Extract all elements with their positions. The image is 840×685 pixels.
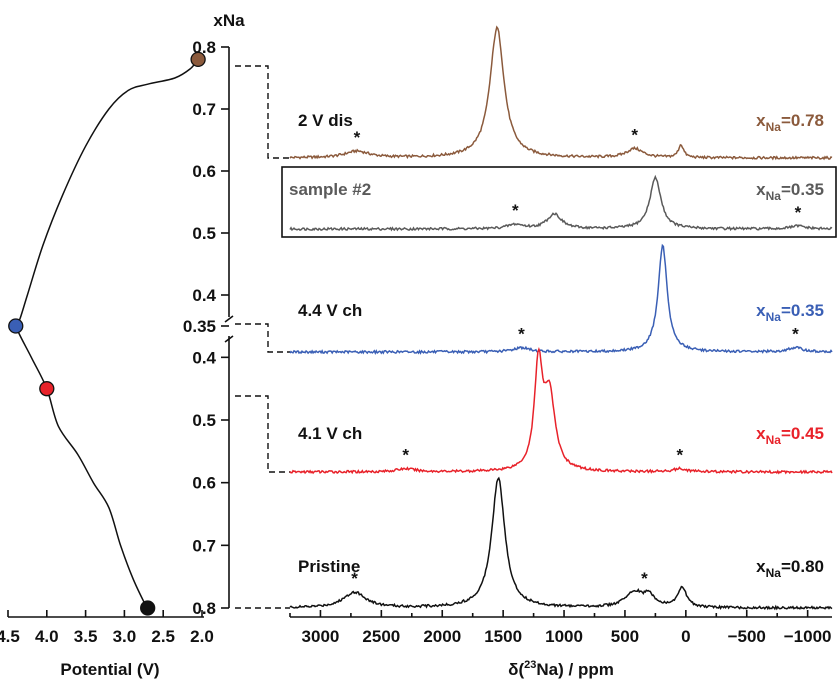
connector-44v <box>235 323 290 353</box>
y-tick-label: 0.8 <box>192 38 216 57</box>
x-tick-label: 3000 <box>302 627 340 646</box>
spinning-sideband-asterisk: * <box>792 325 799 344</box>
x-axis-title-post: Na) / ppm <box>536 660 613 679</box>
spectrum-label: Pristine <box>298 557 360 576</box>
xna-label: xNa=0.35 <box>756 180 824 203</box>
spectrum-label: 2 V dis <box>298 111 353 130</box>
axis-break-mark <box>224 315 234 323</box>
connector-2v <box>235 65 290 159</box>
x-tick-label: 4.5 <box>0 627 20 646</box>
spinning-sideband-asterisk: * <box>402 446 409 465</box>
spectrum-trace <box>289 174 833 232</box>
voltage-curve <box>14 58 199 609</box>
connector-41v <box>235 395 290 473</box>
potential-panel: xNa 0.4 0.5 0.6 0.7 0.8 0.35 0.8 0.7 0.6 0.5 0.4 4.5… <box>0 11 290 679</box>
xna-value: =0.78 <box>781 111 824 130</box>
spinning-sideband-asterisk: * <box>631 125 638 144</box>
y-tick-label: 0.4 <box>192 348 216 367</box>
spinning-sideband-asterisk: * <box>512 201 519 220</box>
x-tick-label: 4.0 <box>35 627 59 646</box>
x-tick-label: 0 <box>681 627 690 646</box>
spectrum-trace <box>289 347 833 475</box>
x-tick-label: 500 <box>611 627 639 646</box>
xna-subscript: Na <box>766 189 782 203</box>
xna-value: =0.80 <box>781 557 824 576</box>
spectrum-1: 2 V dis xNa=0.78 * * <box>289 25 833 161</box>
spectrum-label: 4.4 V ch <box>298 301 362 320</box>
x-axis-title: Potential (V) <box>60 660 159 679</box>
y-tick-label: 0.35 <box>183 317 216 336</box>
spectrum-3: 4.4 V ch xNa=0.35* * <box>289 243 833 355</box>
spinning-sideband-asterisk: * <box>676 446 683 465</box>
state-marker-3 <box>8 318 24 334</box>
x-axis-title: δ(23Na) / ppm <box>508 659 614 679</box>
xna-label: xNa=0.80 <box>756 557 824 580</box>
sample-box <box>281 166 837 238</box>
spectrum-trace <box>289 243 833 355</box>
state-marker-4 <box>190 51 206 68</box>
xna-value: =0.35 <box>781 301 824 320</box>
xna-label: xNa=0.35 <box>756 301 824 324</box>
xna-prefix: x <box>756 180 766 199</box>
spectrum-5: Pristine xNa=0.80 * * <box>289 476 833 611</box>
y-tick-label: 0.6 <box>192 162 216 181</box>
x-axis-title-pre: δ( <box>508 660 524 679</box>
y-tick-label: 0.4 <box>192 286 216 305</box>
xna-subscript: Na <box>766 566 782 580</box>
spinning-sideband-asterisk: * <box>641 569 648 588</box>
x-tick-label: −1000 <box>784 627 832 646</box>
xna-subscript: Na <box>766 433 782 447</box>
spinning-sideband-asterisk: * <box>354 128 361 147</box>
spinning-sideband-asterisk: * <box>795 203 802 222</box>
xna-value: =0.45 <box>781 424 824 443</box>
spinning-sideband-asterisk: * <box>351 569 358 588</box>
spectrum-label: 4.1 V ch <box>298 424 362 443</box>
axis-break-mark <box>224 335 234 343</box>
x-tick-label: 3.0 <box>113 627 137 646</box>
nmr-panel: 2 V dis xNa=0.78* *sample #2 xNa=0.35* *4.4 … <box>281 25 837 679</box>
xna-subscript: Na <box>766 120 782 134</box>
spinning-sideband-asterisk: * <box>518 325 525 344</box>
x-tick-label: 3.5 <box>74 627 98 646</box>
y-tick-label: 0.8 <box>192 599 216 618</box>
x-axis-title-sup: 23 <box>524 659 536 671</box>
xna-prefix: x <box>756 557 766 576</box>
x-tick-label: 2500 <box>362 627 400 646</box>
state-marker-1 <box>140 600 156 616</box>
y-axis-title: xNa <box>213 11 245 30</box>
x-tick-label: 1500 <box>484 627 522 646</box>
spectrum-4: 4.1 V ch xNa=0.45 * * <box>289 347 833 475</box>
xna-prefix: x <box>756 111 766 130</box>
y-tick-label: 0.7 <box>192 536 216 555</box>
spectrum-trace <box>289 476 833 611</box>
state-marker-2 <box>39 381 55 397</box>
xna-label: xNa=0.78 <box>756 111 824 134</box>
y-tick-label: 0.5 <box>192 224 216 243</box>
xna-label: xNa=0.45 <box>756 424 824 447</box>
spectrum-label: sample #2 <box>289 180 371 199</box>
y-tick-label: 0.7 <box>192 100 216 119</box>
y-tick-label: 0.6 <box>192 474 216 493</box>
xna-subscript: Na <box>766 310 782 324</box>
x-tick-label: 1000 <box>545 627 583 646</box>
xna-prefix: x <box>756 424 766 443</box>
x-tick-label: 2000 <box>423 627 461 646</box>
x-tick-label: −500 <box>728 627 766 646</box>
xna-value: =0.35 <box>781 180 824 199</box>
y-tick-label: 0.5 <box>192 411 216 430</box>
xna-prefix: x <box>756 301 766 320</box>
x-tick-label: 2.0 <box>190 627 214 646</box>
x-tick-label: 2.5 <box>151 627 175 646</box>
spectrum-trace <box>289 25 833 161</box>
spectrum-2: sample #2 xNa=0.35* * <box>281 166 837 238</box>
